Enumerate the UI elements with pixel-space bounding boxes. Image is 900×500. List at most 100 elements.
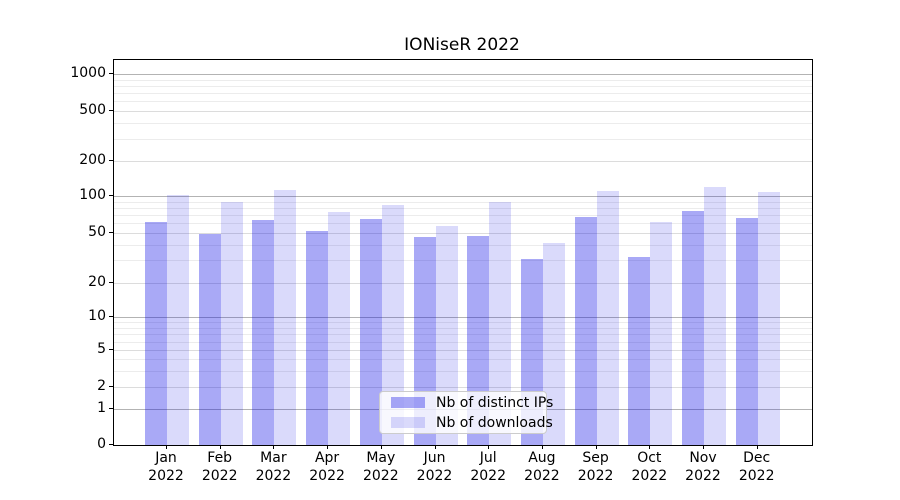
legend-swatch-distinct-ips <box>391 397 425 408</box>
gridline-major <box>114 350 812 352</box>
plot-area <box>113 59 813 446</box>
gridline-major <box>114 161 812 162</box>
y-tick-mark <box>109 195 113 196</box>
x-tick-month: Dec <box>743 450 771 466</box>
bar-downloads <box>435 225 458 445</box>
x-tick-year: 2022 <box>631 468 668 484</box>
bar-distinct-ips <box>359 218 382 445</box>
gridline-major <box>114 282 812 284</box>
bar-distinct-ips <box>145 222 167 445</box>
bar-distinct-ips <box>574 217 597 445</box>
gridline-minor <box>114 207 812 209</box>
gridline-minor <box>114 359 812 361</box>
legend-entry-downloads: Nb of downloads <box>380 414 553 431</box>
gridline-minor <box>114 341 812 343</box>
bar-downloads <box>274 190 297 445</box>
x-tick-label: Jan 2022 <box>134 449 198 485</box>
gridline-minor <box>114 222 812 224</box>
gridline-major <box>114 111 812 112</box>
gridline-minor <box>114 260 812 262</box>
y-tick-label: 10 <box>88 308 106 324</box>
chart-title: IONiseR 2022 <box>404 35 520 55</box>
gridline-minor <box>114 214 812 216</box>
x-tick-label: Mar 2022 <box>241 449 305 485</box>
legend-entry-distinct-ips: Nb of distinct IPs <box>380 394 553 411</box>
bar-downloads <box>328 211 351 445</box>
gridline-minor <box>114 85 812 87</box>
x-tick-month: Jun <box>423 450 446 466</box>
x-tick-month: Feb <box>207 450 233 466</box>
bar-distinct-ips <box>682 211 704 445</box>
bar-downloads <box>381 205 404 445</box>
x-tick-label: Sep 2022 <box>564 449 628 485</box>
gridline-minor <box>114 322 812 324</box>
x-tick-label: Jun 2022 <box>403 449 467 485</box>
gridline-minor <box>114 123 812 125</box>
y-tick-mark <box>109 110 113 111</box>
x-tick-label: Dec 2022 <box>725 449 789 485</box>
gridline-minor <box>114 79 812 81</box>
bar-downloads <box>704 186 726 445</box>
x-tick-month: Jul <box>479 450 497 466</box>
x-tick-year: 2022 <box>470 468 506 484</box>
bar-downloads <box>542 243 565 445</box>
y-tick-label: 1 <box>97 400 106 416</box>
y-tick-label: 50 <box>88 223 106 240</box>
bar-distinct-ips <box>252 220 275 445</box>
gridline-major <box>114 196 812 197</box>
y-tick-label: 20 <box>88 273 106 290</box>
y-tick-mark <box>109 349 113 351</box>
x-tick-year: 2022 <box>416 468 453 484</box>
x-tick-mark <box>703 445 704 449</box>
x-tick-month: Jan <box>155 450 177 466</box>
gridline-major <box>114 232 812 234</box>
gridline-major <box>114 317 812 318</box>
x-tick-month: Mar <box>260 450 287 466</box>
x-tick-mark <box>541 445 543 449</box>
x-tick-mark <box>756 445 758 449</box>
y-tick-mark <box>109 316 113 317</box>
gridline-minor <box>114 327 812 329</box>
x-tick-mark <box>649 445 651 449</box>
x-tick-mark <box>488 445 490 449</box>
x-tick-mark <box>380 445 382 449</box>
gridline-minor <box>114 244 812 246</box>
bar-downloads <box>489 201 512 445</box>
x-tick-mark <box>595 445 597 449</box>
legend-swatch-downloads <box>391 417 425 428</box>
x-tick-mark <box>166 445 167 449</box>
gridline-major <box>114 74 812 75</box>
x-tick-label: Nov 2022 <box>671 449 735 485</box>
gridline-minor <box>114 93 812 95</box>
y-tick-mark <box>109 231 113 233</box>
x-tick-label: Feb 2022 <box>188 449 252 485</box>
x-tick-year: 2022 <box>309 468 345 484</box>
y-tick-label: 0 <box>97 436 106 452</box>
x-tick-year: 2022 <box>738 468 775 484</box>
x-tick-mark <box>434 445 436 449</box>
bar-downloads <box>596 191 619 445</box>
x-tick-year: 2022 <box>524 468 560 484</box>
x-tick-month: May <box>366 450 396 466</box>
bar-downloads <box>757 192 780 445</box>
y-tick-label: 1000 <box>70 65 106 81</box>
x-tick-year: 2022 <box>362 468 399 484</box>
y-tick-label: 5 <box>97 341 106 358</box>
y-tick-mark <box>109 444 113 445</box>
y-tick-label: 200 <box>79 152 106 168</box>
x-tick-month: Apr <box>314 450 340 466</box>
bar-distinct-ips <box>198 233 221 445</box>
x-tick-label: Apr 2022 <box>295 449 359 485</box>
bar-distinct-ips <box>628 256 651 445</box>
y-tick-label: 2 <box>97 378 106 394</box>
y-tick-mark <box>109 73 113 74</box>
y-tick-label: 100 <box>79 187 106 203</box>
legend-label-downloads: Nb of downloads <box>436 414 553 431</box>
bar-distinct-ips <box>306 231 329 445</box>
x-tick-mark <box>327 445 329 449</box>
gridline-minor <box>114 201 812 203</box>
y-tick-mark <box>109 386 113 387</box>
bar-distinct-ips <box>735 217 758 445</box>
x-tick-year: 2022 <box>255 468 292 484</box>
x-tick-mark <box>273 445 275 449</box>
